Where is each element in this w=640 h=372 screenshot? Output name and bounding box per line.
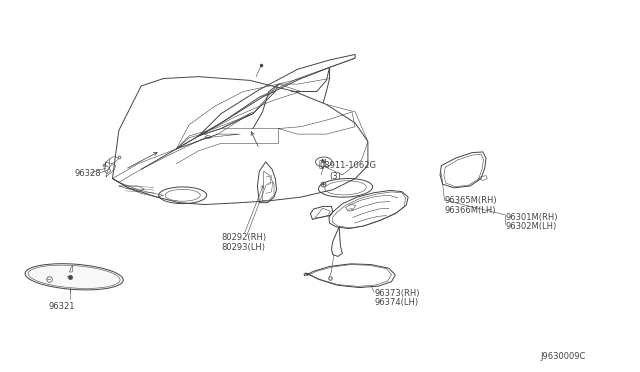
- Text: 96328: 96328: [74, 169, 100, 177]
- Text: 96366M(LH): 96366M(LH): [445, 206, 496, 215]
- Text: 96374(LH): 96374(LH): [374, 298, 419, 307]
- Text: Ⓝ: Ⓝ: [319, 161, 324, 170]
- Text: 96302M(LH): 96302M(LH): [505, 222, 556, 231]
- Text: (3): (3): [330, 172, 342, 181]
- Text: 96365M(RH): 96365M(RH): [445, 196, 497, 205]
- Text: J9630009C: J9630009C: [540, 352, 586, 361]
- Ellipse shape: [25, 264, 124, 290]
- Text: 80292(RH): 80292(RH): [221, 233, 266, 243]
- Text: N: N: [321, 160, 326, 164]
- Text: 08911-1062G: 08911-1062G: [320, 161, 377, 170]
- Text: 96373(RH): 96373(RH): [374, 289, 420, 298]
- Text: 96321: 96321: [49, 302, 75, 311]
- Text: 96301M(RH): 96301M(RH): [505, 213, 557, 222]
- Text: 80293(LH): 80293(LH): [221, 243, 265, 251]
